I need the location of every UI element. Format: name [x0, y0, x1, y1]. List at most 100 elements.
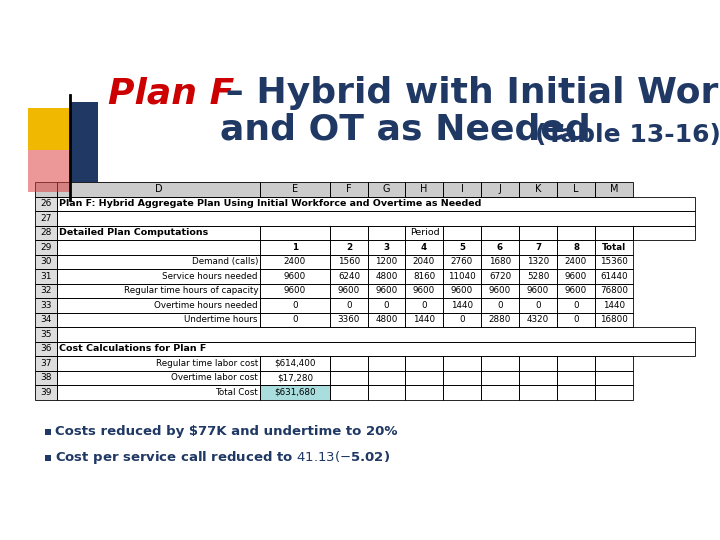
- Text: 0: 0: [573, 315, 579, 324]
- Bar: [35, 370, 57, 385]
- Text: H: H: [420, 184, 428, 194]
- Bar: [45, 455, 51, 461]
- Text: Cost Calculations for Plan F: Cost Calculations for Plan F: [59, 345, 207, 353]
- Text: 36: 36: [40, 345, 52, 353]
- Text: 1440: 1440: [413, 315, 435, 324]
- Text: 0: 0: [346, 301, 352, 310]
- Bar: [368, 385, 405, 400]
- Text: 9600: 9600: [565, 272, 587, 281]
- Bar: [57, 226, 260, 240]
- Bar: [557, 313, 595, 327]
- Text: 35: 35: [40, 330, 52, 339]
- Bar: [260, 385, 330, 400]
- Bar: [35, 327, 57, 341]
- Bar: [35, 327, 57, 341]
- Bar: [368, 240, 405, 254]
- Bar: [368, 254, 405, 269]
- Text: Plan F: Plan F: [108, 76, 234, 110]
- Bar: [481, 182, 519, 197]
- Bar: [57, 370, 260, 385]
- Text: 0: 0: [498, 301, 503, 310]
- Text: 15360: 15360: [600, 257, 628, 266]
- Bar: [519, 254, 557, 269]
- Text: 1680: 1680: [489, 257, 511, 266]
- Text: 16800: 16800: [600, 315, 628, 324]
- Text: (Table 13-16): (Table 13-16): [535, 123, 720, 147]
- Text: Detailed Plan Computations: Detailed Plan Computations: [59, 228, 208, 237]
- Bar: [330, 254, 368, 269]
- Bar: [595, 284, 633, 298]
- Bar: [57, 182, 260, 197]
- Bar: [443, 298, 481, 313]
- Text: E: E: [292, 184, 298, 194]
- Bar: [35, 240, 57, 254]
- Text: 0: 0: [573, 301, 579, 310]
- Bar: [57, 182, 260, 197]
- Bar: [368, 298, 405, 313]
- Bar: [35, 240, 57, 254]
- Bar: [368, 182, 405, 197]
- Bar: [405, 182, 443, 197]
- Bar: [481, 269, 519, 284]
- Bar: [443, 182, 481, 197]
- Bar: [330, 226, 368, 240]
- Bar: [595, 182, 633, 197]
- Text: $17,280: $17,280: [277, 373, 313, 382]
- Bar: [28, 108, 70, 150]
- Text: 4: 4: [421, 243, 427, 252]
- Bar: [57, 356, 260, 370]
- Bar: [330, 313, 368, 327]
- Text: 3: 3: [384, 243, 390, 252]
- Bar: [35, 356, 57, 370]
- Bar: [443, 284, 481, 298]
- Bar: [443, 356, 481, 370]
- Bar: [405, 182, 443, 197]
- Bar: [557, 226, 595, 240]
- Text: 33: 33: [40, 301, 52, 310]
- Text: Demand (calls): Demand (calls): [192, 257, 258, 266]
- Text: 9600: 9600: [284, 286, 306, 295]
- Bar: [481, 182, 519, 197]
- Text: Undertime hours: Undertime hours: [184, 315, 258, 324]
- Text: 9600: 9600: [451, 286, 473, 295]
- Text: Plan F: Hybrid Aggregate Plan Using Initial Workforce and Overtime as Needed: Plan F: Hybrid Aggregate Plan Using Init…: [59, 199, 482, 208]
- Text: 2400: 2400: [284, 257, 306, 266]
- Bar: [557, 370, 595, 385]
- Bar: [519, 240, 557, 254]
- Bar: [57, 385, 260, 400]
- Bar: [35, 313, 57, 327]
- Text: Overtime labor cost: Overtime labor cost: [171, 373, 258, 382]
- Bar: [405, 269, 443, 284]
- Bar: [557, 385, 595, 400]
- Text: 5280: 5280: [527, 272, 549, 281]
- Bar: [260, 240, 330, 254]
- Bar: [595, 240, 633, 254]
- Bar: [57, 197, 695, 211]
- Bar: [557, 356, 595, 370]
- Bar: [405, 226, 443, 240]
- Bar: [35, 182, 57, 197]
- Bar: [595, 370, 633, 385]
- Bar: [405, 370, 443, 385]
- Text: I: I: [461, 184, 464, 194]
- Text: 39: 39: [40, 388, 52, 397]
- Bar: [443, 313, 481, 327]
- Bar: [557, 269, 595, 284]
- Text: D: D: [155, 184, 162, 194]
- Text: 2400: 2400: [565, 257, 587, 266]
- Bar: [519, 182, 557, 197]
- Text: 1: 1: [292, 243, 298, 252]
- Bar: [557, 254, 595, 269]
- Text: K: K: [535, 184, 541, 194]
- Bar: [443, 269, 481, 284]
- Bar: [481, 385, 519, 400]
- Bar: [405, 254, 443, 269]
- Text: 8160: 8160: [413, 272, 435, 281]
- Bar: [260, 298, 330, 313]
- Bar: [35, 341, 57, 356]
- Bar: [35, 313, 57, 327]
- Bar: [35, 284, 57, 298]
- Text: 0: 0: [459, 315, 465, 324]
- Bar: [519, 269, 557, 284]
- Text: 11040: 11040: [448, 272, 476, 281]
